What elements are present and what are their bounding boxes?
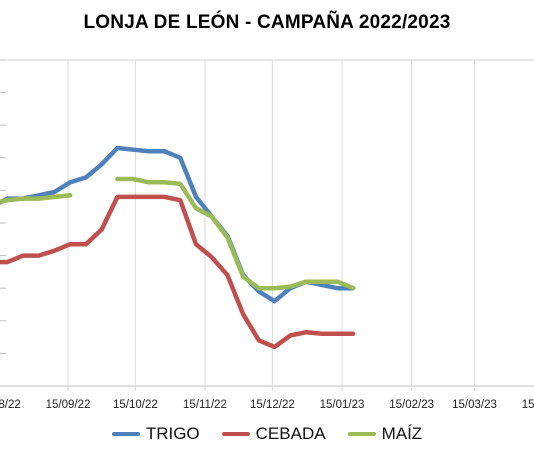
legend: TRIGO CEBADA MAÍZ: [0, 424, 534, 444]
series-layer: [0, 145, 356, 350]
legend-swatch: [347, 432, 376, 436]
x-tick-label: 15/03/23: [452, 399, 497, 411]
legend-item: CEBADA: [221, 424, 326, 444]
series-line-trigo: [0, 145, 356, 304]
legend-label: MAÍZ: [381, 424, 423, 443]
legend-item: MAÍZ: [347, 424, 423, 444]
legend-swatch: [221, 432, 250, 436]
chart-title: LONJA DE LEÓN - CAMPAÑA 2022/2023: [83, 12, 451, 33]
x-tick-label: 15/02/23: [389, 399, 434, 411]
legend-swatch: [111, 432, 140, 436]
legend-label: TRIGO: [145, 424, 200, 443]
x-tick-label: 15/04/23: [522, 399, 534, 411]
series-line-cebada: [0, 194, 356, 350]
legend-label: CEBADA: [255, 424, 326, 443]
x-tick-labels: 15/08/22 15/09/22 15/10/22 15/11/22 15/12/22…: [0, 399, 534, 411]
series-line-maíz: [0, 193, 73, 204]
x-tick-label: 15/09/22: [46, 399, 91, 411]
legend-item: TRIGO: [111, 424, 200, 444]
series-line-maíz: [115, 176, 356, 291]
grid: [0, 59, 534, 391]
x-tick-label: 15/01/23: [320, 399, 365, 411]
x-tick-label: 15/11/22: [183, 399, 227, 411]
x-tick-label: 15/12/22: [250, 399, 295, 411]
x-tick-label: 15/10/22: [113, 399, 158, 411]
x-tick-label: 15/08/22: [0, 399, 21, 411]
